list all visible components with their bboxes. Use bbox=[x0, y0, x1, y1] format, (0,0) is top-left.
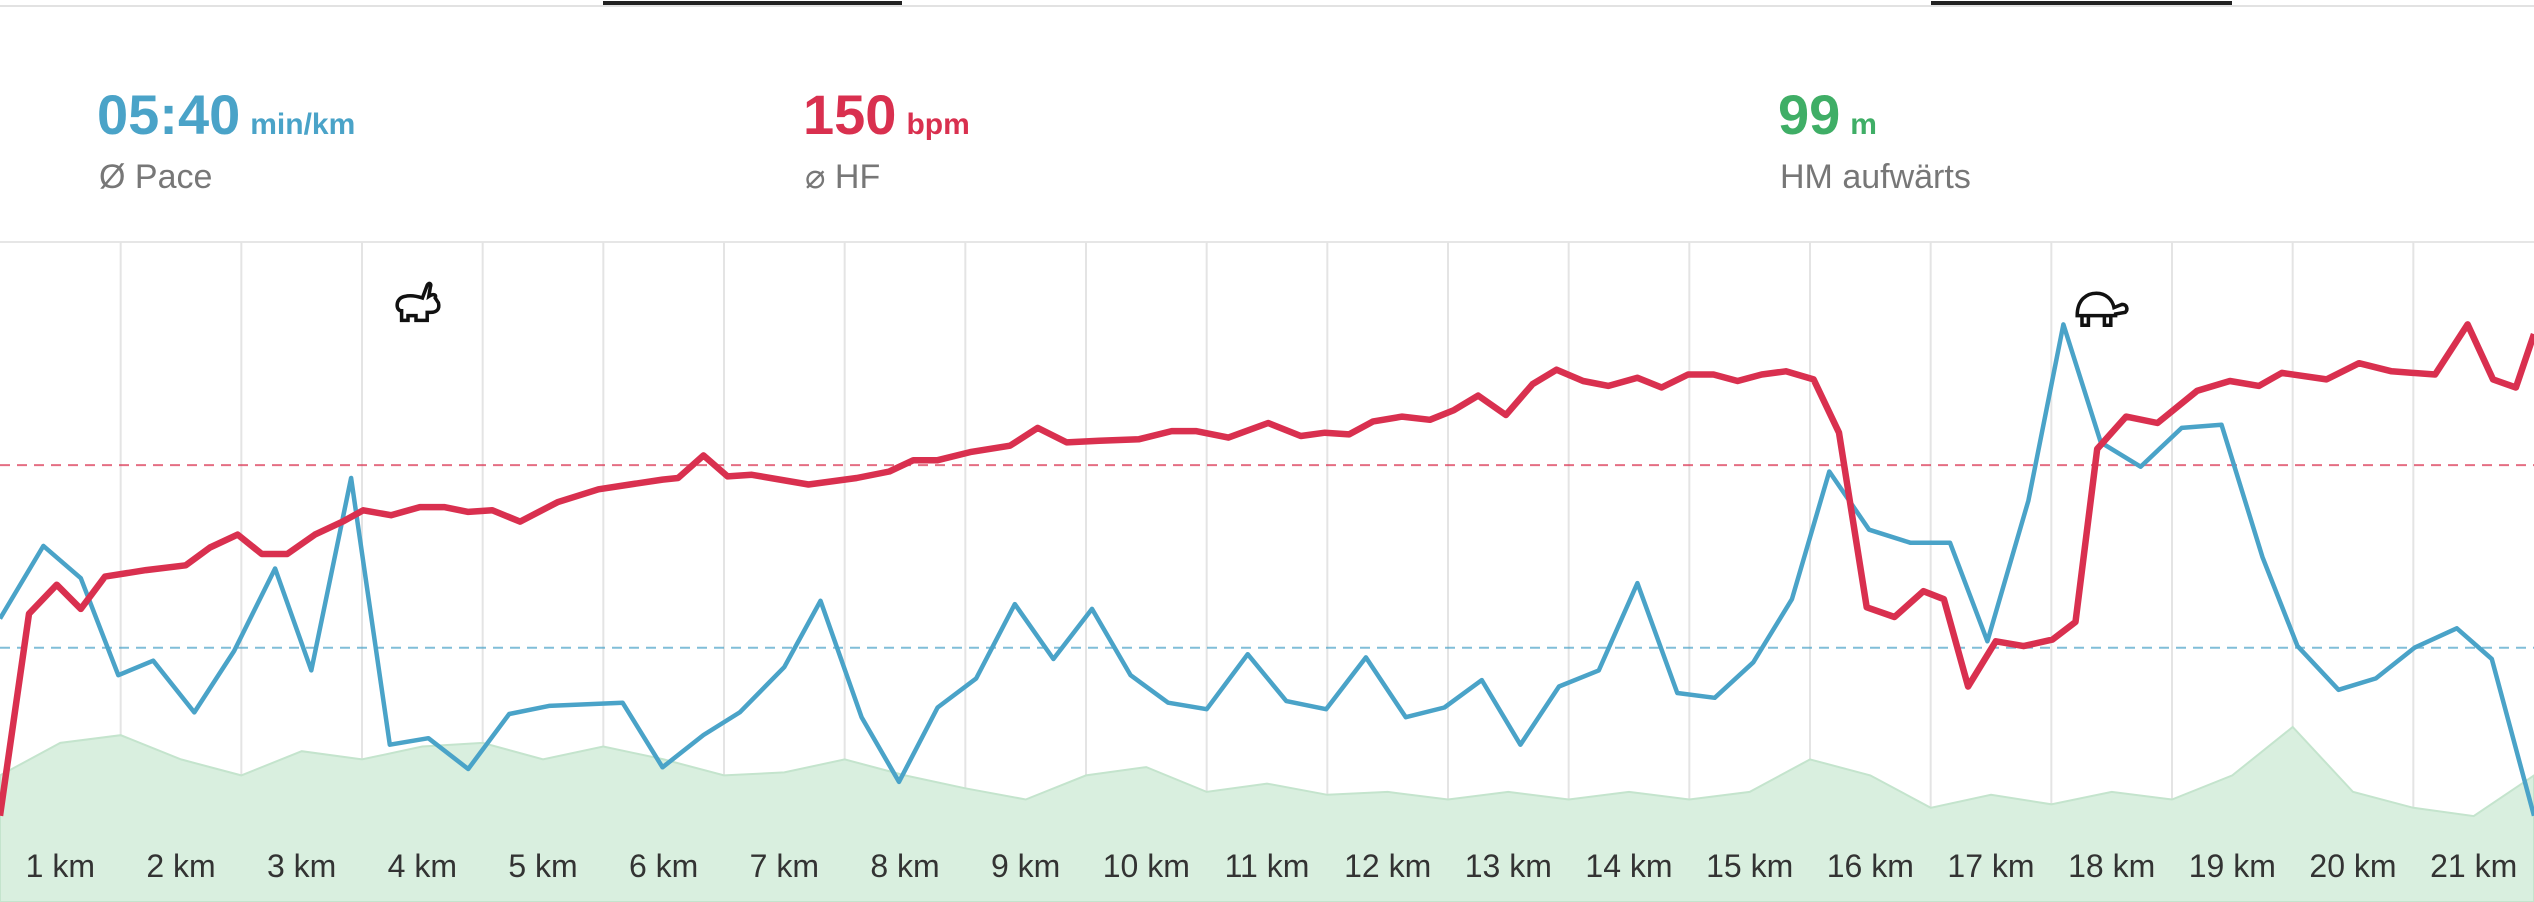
stat-number: 05:40 bbox=[97, 83, 240, 146]
x-tick-label: 2 km bbox=[146, 848, 215, 884]
x-tick-label: 15 km bbox=[1706, 848, 1793, 884]
stat-number: 99 bbox=[1778, 83, 1840, 146]
stat-value: 150 bpm bbox=[803, 83, 970, 146]
x-tick-label: 17 km bbox=[1947, 848, 2034, 884]
elevation-area bbox=[0, 725, 2534, 902]
x-tick-label: 10 km bbox=[1103, 848, 1190, 884]
x-tick-label: 18 km bbox=[2068, 848, 2155, 884]
x-tick-label: 11 km bbox=[1225, 848, 1310, 884]
stat-unit: min/km bbox=[250, 108, 355, 141]
x-tick-label: 19 km bbox=[2189, 848, 2276, 884]
stat-unit: m bbox=[1850, 108, 1877, 141]
stat-label: HM aufwärts bbox=[1780, 158, 1971, 196]
x-tick-label: 14 km bbox=[1585, 848, 1672, 884]
stat-value: 99 m bbox=[1778, 83, 1877, 146]
rabbit-icon bbox=[395, 281, 441, 323]
stat-number: 150 bbox=[803, 83, 896, 146]
x-tick-label: 3 km bbox=[267, 848, 336, 884]
x-tick-label: 7 km bbox=[750, 848, 819, 884]
x-tick-label: 12 km bbox=[1344, 848, 1431, 884]
x-tick-label: 1 km bbox=[26, 848, 95, 884]
x-tick-label: 5 km bbox=[508, 848, 577, 884]
stat-unit: bpm bbox=[906, 108, 969, 141]
x-tick-label: 21 km bbox=[2430, 848, 2517, 884]
x-tick-label: 4 km bbox=[388, 848, 457, 884]
x-tick-label: 13 km bbox=[1465, 848, 1552, 884]
x-tick-label: 20 km bbox=[2309, 848, 2396, 884]
data-line bbox=[0, 322, 2534, 817]
stat-label: ⌀ HF bbox=[805, 158, 880, 196]
x-tick-label: 8 km bbox=[870, 848, 939, 884]
x-tick-label: 16 km bbox=[1827, 848, 1914, 884]
turtle-icon bbox=[2075, 291, 2129, 327]
stat-value: 05:40 min/km bbox=[97, 83, 355, 146]
x-tick-label: 9 km bbox=[991, 848, 1060, 884]
stat-label: Ø Pace bbox=[99, 158, 212, 196]
x-tick-label: 6 km bbox=[629, 848, 698, 884]
data-line bbox=[0, 321, 2534, 817]
